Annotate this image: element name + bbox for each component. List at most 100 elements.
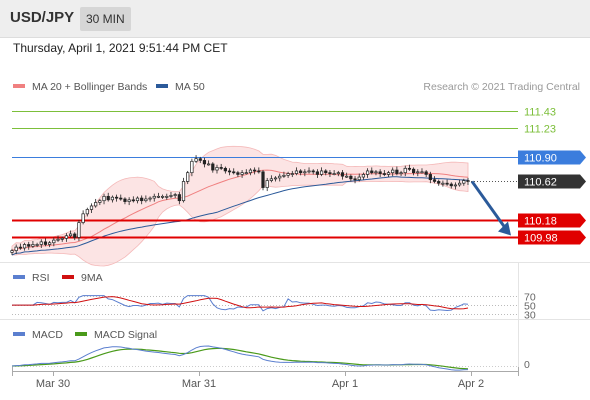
candle — [407, 167, 412, 170]
level-tag-support — [518, 230, 586, 245]
candle — [202, 160, 207, 165]
candle — [290, 173, 294, 175]
candle — [311, 170, 315, 173]
rsi-level-label: 50 — [524, 301, 536, 313]
macd-legend-swatch — [13, 332, 25, 336]
rsi-legend-swatch — [62, 275, 74, 279]
candle — [64, 235, 68, 239]
candle — [181, 181, 186, 202]
candle — [240, 172, 244, 175]
candle — [386, 172, 391, 175]
candle — [273, 177, 278, 180]
candle — [399, 172, 403, 175]
candle — [449, 183, 453, 187]
candle — [131, 199, 135, 202]
candle — [148, 197, 152, 200]
macd-legend-label: MACD — [32, 329, 63, 341]
candle — [458, 182, 462, 186]
chart-datetime: Thursday, April 1, 2021 9:51:44 PM CET — [13, 41, 228, 55]
candle — [416, 171, 420, 174]
candle — [161, 195, 165, 198]
rsi-level-label: 70 — [524, 292, 536, 304]
candle — [437, 181, 441, 184]
candle — [453, 184, 458, 187]
candle — [353, 178, 357, 181]
candle — [395, 169, 399, 174]
candle — [278, 175, 282, 179]
candle — [282, 174, 286, 177]
candle — [236, 172, 240, 175]
projection-arrow — [470, 180, 509, 232]
chart-header: USD/JPY 30 MIN — [0, 0, 590, 37]
x-axis-label: Apr 1 — [332, 378, 358, 390]
candle — [22, 244, 27, 249]
candle — [253, 169, 257, 172]
candle — [269, 178, 273, 181]
level-tag-pivot — [518, 150, 586, 165]
candle — [420, 171, 424, 174]
candle — [169, 195, 173, 197]
candle — [412, 168, 416, 174]
candle — [428, 174, 432, 181]
candle — [123, 198, 127, 202]
x-axis-label: Mar 30 — [36, 378, 70, 390]
candle — [319, 170, 324, 175]
candle — [432, 179, 437, 182]
x-axis-label: Mar 31 — [182, 378, 216, 390]
candle — [294, 170, 299, 174]
macd-zero-label: 0 — [524, 359, 530, 371]
macd-legend-label: MACD Signal — [94, 329, 157, 341]
candle — [303, 171, 307, 174]
candle — [244, 172, 248, 175]
candle — [39, 241, 43, 245]
candle — [307, 170, 311, 173]
candle — [365, 170, 370, 175]
symbol-title: USD/JPY — [10, 9, 75, 26]
candle — [361, 174, 366, 178]
candle — [10, 250, 14, 253]
candle — [102, 195, 106, 202]
candle — [336, 172, 340, 175]
candle — [52, 239, 56, 244]
projection-arrowhead — [498, 221, 511, 236]
level-label-resistance: 111.43 — [524, 107, 556, 119]
level-label-resistance: 111.23 — [524, 124, 556, 136]
legend-label: MA 20 + Bollinger Bands — [32, 81, 147, 93]
candle — [56, 238, 60, 241]
candle — [135, 197, 140, 202]
candle — [391, 169, 395, 174]
candle — [207, 163, 211, 166]
candle — [119, 197, 123, 200]
level-tag-support — [518, 213, 586, 228]
last-price-label: 110.62 — [524, 177, 557, 189]
candle — [48, 242, 52, 245]
rsi-line — [12, 295, 469, 312]
candle — [156, 195, 161, 198]
candle — [144, 198, 148, 202]
timeframe-badge[interactable]: 30 MIN — [80, 7, 131, 31]
rsi-legend-label: 9MA — [81, 272, 103, 284]
candle — [127, 199, 131, 202]
macd-legend-swatch — [75, 332, 87, 336]
legend-swatch — [156, 84, 168, 88]
candle — [340, 172, 345, 177]
candle — [265, 180, 269, 188]
candle — [94, 202, 98, 207]
candle — [68, 233, 73, 237]
candle — [345, 175, 349, 178]
macd-line — [11, 345, 469, 371]
candle — [73, 233, 77, 238]
candle — [382, 173, 386, 175]
rsi-level-label: 30 — [524, 310, 536, 322]
candle — [194, 158, 198, 162]
candle — [357, 176, 361, 181]
candle — [227, 170, 232, 173]
candle — [106, 195, 110, 201]
candle — [424, 171, 428, 175]
candle — [173, 194, 177, 196]
rsi-legend-swatch — [13, 275, 25, 279]
candle — [374, 171, 378, 174]
candle — [85, 209, 89, 215]
candle — [35, 244, 39, 246]
